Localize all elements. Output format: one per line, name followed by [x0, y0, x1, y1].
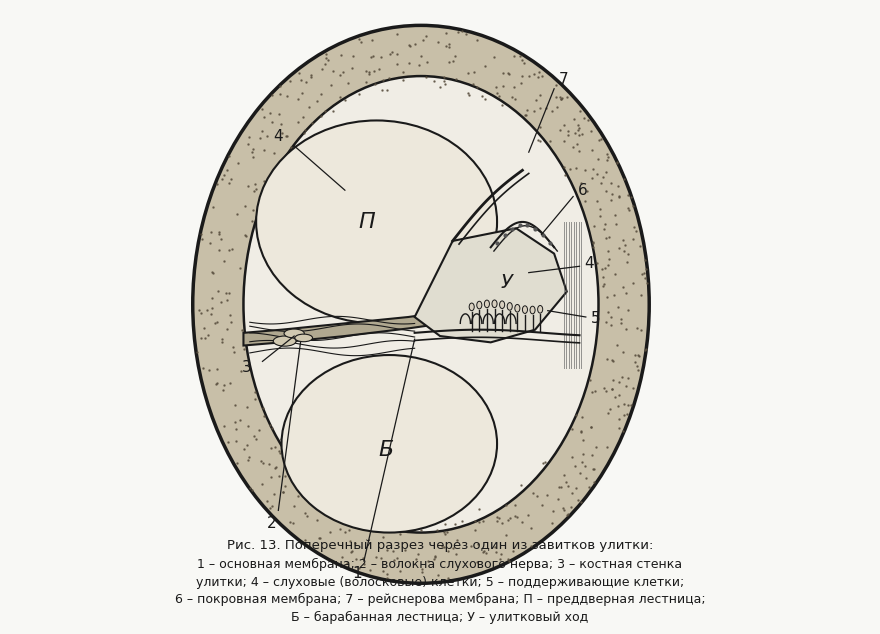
- Ellipse shape: [530, 306, 535, 314]
- Text: 4: 4: [584, 256, 594, 271]
- Ellipse shape: [244, 76, 598, 533]
- Text: Б – барабанная лестница; У – улитковый ход: Б – барабанная лестница; У – улитковый х…: [291, 611, 589, 624]
- Ellipse shape: [477, 301, 482, 309]
- Ellipse shape: [484, 300, 489, 307]
- Text: У: У: [501, 273, 512, 292]
- Ellipse shape: [193, 25, 649, 583]
- Ellipse shape: [507, 302, 512, 310]
- Text: 4: 4: [274, 129, 283, 144]
- Text: улитки; 4 – слуховые (волосковые) клетки; 5 – поддерживающие клетки;: улитки; 4 – слуховые (волосковые) клетки…: [196, 576, 684, 588]
- Ellipse shape: [284, 329, 304, 338]
- Ellipse shape: [256, 120, 497, 323]
- Ellipse shape: [538, 306, 543, 313]
- Text: 6: 6: [578, 183, 588, 198]
- Ellipse shape: [500, 301, 504, 309]
- Ellipse shape: [469, 303, 474, 311]
- Text: 1: 1: [353, 566, 363, 581]
- Text: 2: 2: [268, 515, 277, 531]
- Ellipse shape: [492, 300, 497, 307]
- Ellipse shape: [295, 334, 312, 342]
- Polygon shape: [414, 228, 567, 342]
- Ellipse shape: [282, 355, 497, 533]
- Ellipse shape: [523, 306, 527, 313]
- Text: 1 – основная мембрана; 2 – волокна слухового нерва; 3 – костная стенка: 1 – основная мембрана; 2 – волокна слухо…: [197, 558, 683, 571]
- Ellipse shape: [274, 336, 296, 346]
- Text: 6 – покровная мембрана; 7 – рейснерова мембрана; П – преддверная лестница;: 6 – покровная мембрана; 7 – рейснерова м…: [175, 593, 705, 606]
- Text: 5: 5: [590, 311, 600, 326]
- Text: Б: Б: [378, 440, 393, 460]
- Text: Рис. 13. Поперечный разрез через один из завитков улитки:: Рис. 13. Поперечный разрез через один из…: [227, 539, 653, 552]
- Text: 3: 3: [242, 360, 252, 375]
- Ellipse shape: [515, 304, 520, 312]
- Polygon shape: [244, 307, 491, 346]
- Text: П: П: [359, 212, 376, 232]
- Text: 7: 7: [559, 72, 568, 87]
